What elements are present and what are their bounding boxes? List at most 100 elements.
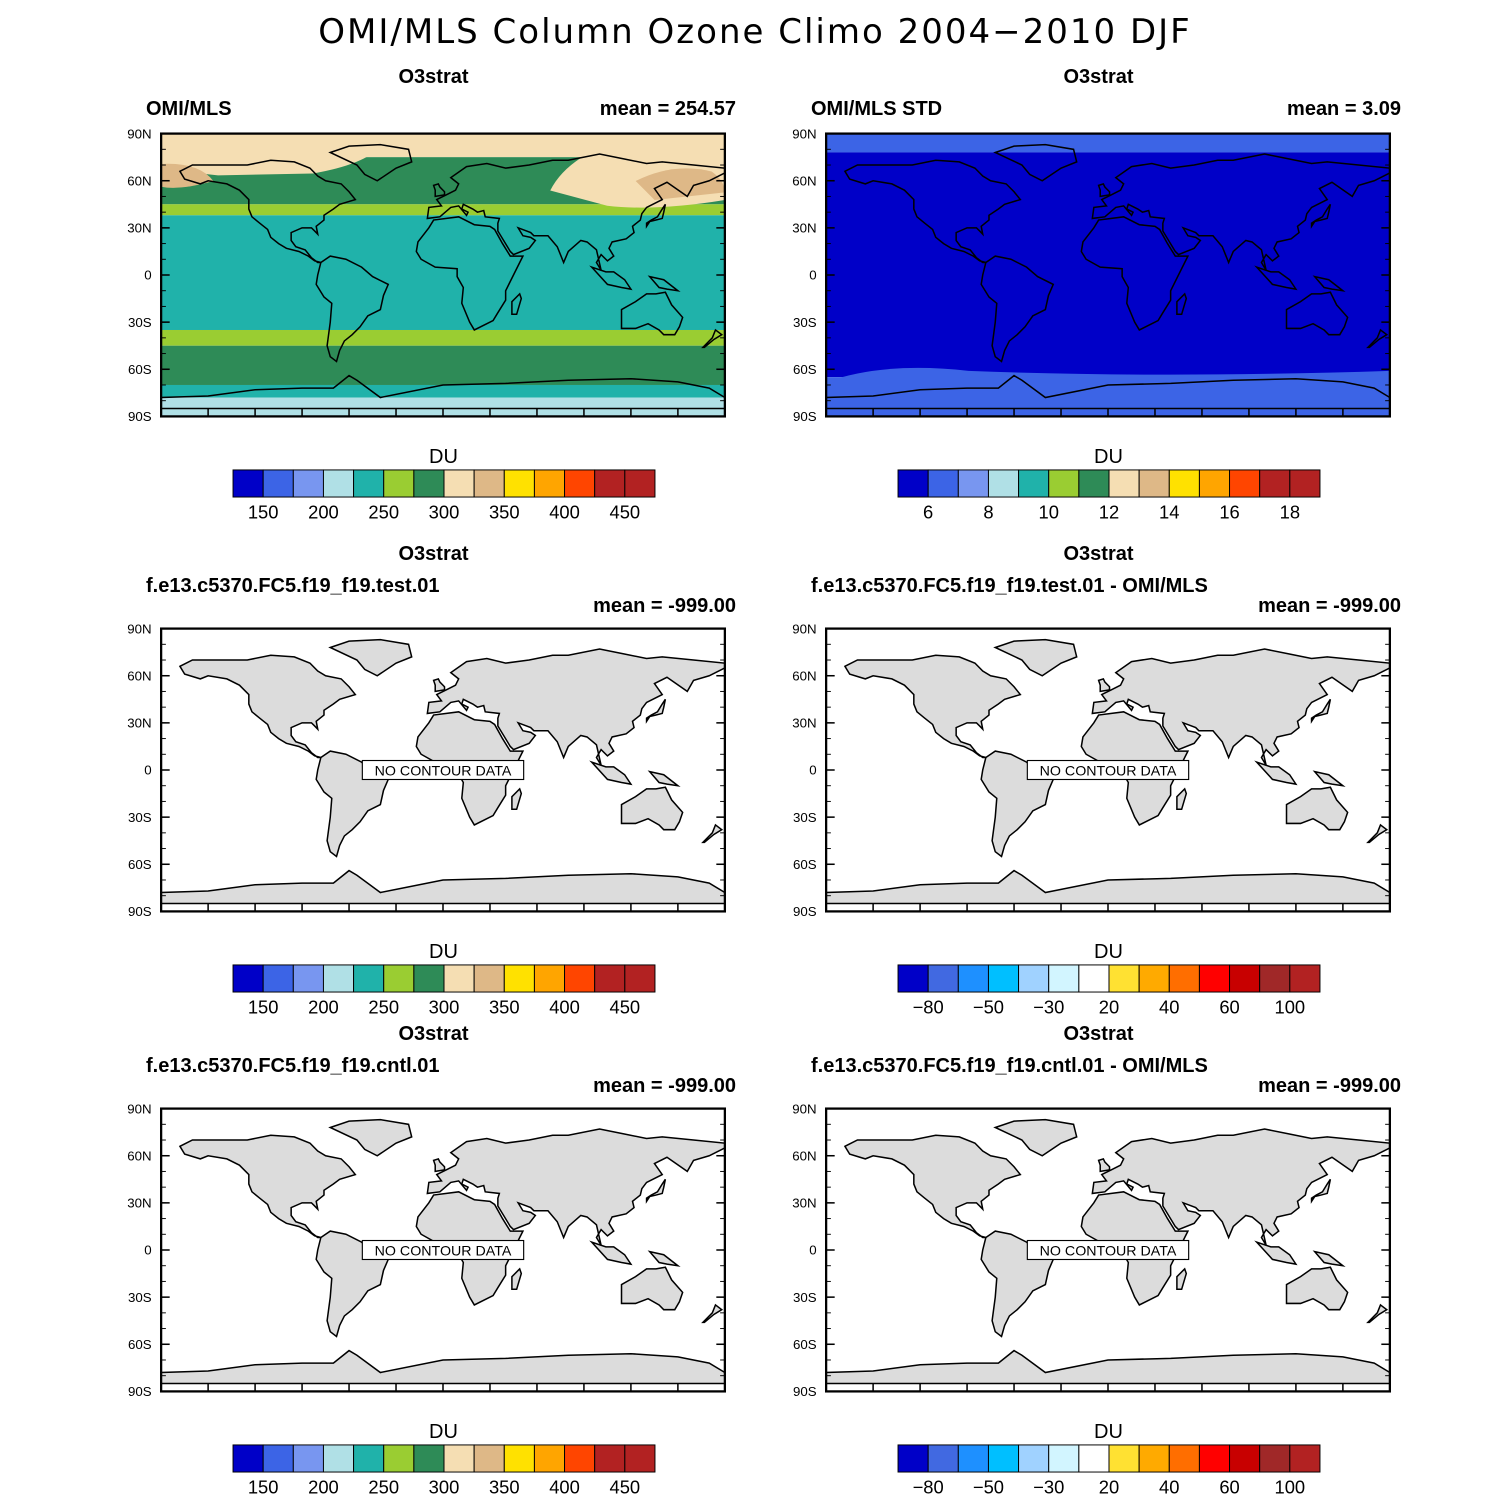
land-japan [645,698,667,724]
coastline-madagascar [511,292,523,316]
colorbar-tick-label: 8 [983,501,993,522]
colorbar-unit-label: DU [429,1421,458,1443]
land-north-america [178,1134,357,1239]
colorbar-swatch [533,964,566,993]
land-greenland [328,638,413,677]
land-australia [620,1266,684,1311]
ytick-label: 60S [128,1337,152,1352]
colorbar-swatch [443,964,475,993]
colorbar-swatch [232,469,264,498]
land-new-guinea [647,1250,681,1267]
ytick-label: 60N [127,668,151,683]
colorbar-tick-label: 100 [1274,996,1305,1017]
ytick-label: 90S [128,1384,152,1399]
panel-title: O3strat [398,543,469,565]
colorbar-swatch [1078,469,1110,498]
colorbar-swatch [413,1444,445,1473]
colorbar-tick-label: 150 [248,996,279,1017]
colorbar-swatch [292,1444,324,1473]
colorbar-layer: −80 −50 −30 20 40 60 100 [897,1444,1321,1497]
map-layer: NO CONTOUR DATA 90N 60N 30N 0 30S 60S 90S [792,621,1392,919]
colorbar-swatch [987,469,1020,498]
ytick-label: 90N [127,126,151,141]
coastline-north-america [843,159,1022,264]
colorbar-tick-label: 60 [1219,996,1239,1017]
panel-bottom-right: O3strat f.e13.c5370.FC5.f19_f19.cntl.01 … [792,1023,1510,1497]
ytick-label: 60S [793,1337,817,1352]
coastline-africa [415,216,525,331]
land-new-zealand [701,1303,724,1324]
land-indonesia [1254,760,1298,786]
colorbar-tick-label: −80 [913,996,944,1017]
coastline-australia [620,291,684,336]
colorbar-swatch [1138,964,1170,993]
no-data-label: NO CONTOUR DATA [1040,1244,1177,1260]
colorbar-tick-label: 450 [609,1476,640,1497]
land-australia [620,786,684,831]
colorbar-unit-label: DU [1094,941,1123,963]
colorbar-swatch [957,469,989,498]
contour-region [161,163,214,188]
ytick-label: 90N [792,621,816,636]
ytick-label: 90S [793,409,817,424]
colorbar-tick-label: 350 [489,1476,520,1497]
colorbar-layer: −80 −50 −30 20 40 60 100 [897,964,1321,1017]
map-layer: 90N 60N 30N 0 30S 60S 90S [792,126,1392,424]
map-plot: NO CONTOUR DATA 90N 60N 30N 0 30S 60S 90S [127,621,727,919]
map-layer: NO CONTOUR DATA 90N 60N 30N 0 30S 60S 90S [127,1101,727,1399]
colorbar-swatch [473,964,505,993]
land-eurasia [426,648,726,766]
colorbar-tick-label: 200 [308,1476,339,1497]
coastline-new-zealand [701,328,724,349]
colorbar-swatch [443,469,475,498]
coastline-south-america [980,255,1055,363]
colorbar-tick-label: −80 [913,1476,944,1497]
colorbar-tick-label: 400 [549,1476,580,1497]
colorbar-tick-label: 6 [923,501,933,522]
land-japan [1310,1178,1332,1204]
ytick-label: 30S [793,315,817,330]
colorbar-swatch [503,964,535,993]
colorbar-swatch [1229,469,1261,498]
colorbar-tick-label: 250 [368,501,399,522]
land-new-guinea [1312,770,1346,787]
ytick-label: 0 [144,268,151,283]
colorbar-swatch [624,469,656,498]
panel-left-label: OMI/MLS [146,98,232,120]
colorbar-tick-label: −50 [973,1476,1004,1497]
map-plot: 90N 60N 30N 0 30S 60S 90S [792,126,1392,424]
colorbar-tick-label: 20 [1099,1476,1119,1497]
colorbar-swatch [262,964,294,993]
colorbar-swatch [353,469,385,498]
colorbar-tick-label: 150 [248,1476,279,1497]
map-layer: NO CONTOUR DATA 90N 60N 30N 0 30S 60S 90S [792,1101,1392,1399]
land-madagascar [1176,1267,1188,1291]
land-uk [1097,677,1111,693]
ytick-label: 90S [793,904,817,919]
ytick-label: 60N [792,668,816,683]
ytick-label: 90N [792,1101,816,1116]
colorbar-tick-label: 300 [429,501,460,522]
colorbar-swatch [413,964,445,993]
coastline-uk [1097,182,1111,198]
panel-left-label: OMI/MLS STD [811,98,943,120]
colorbar-swatch [1259,1444,1291,1473]
colorbar-swatch [594,964,626,993]
colorbar-swatch [1168,469,1200,498]
colorbar-swatch [1229,964,1261,993]
ytick-label: 0 [144,763,151,778]
land-new-zealand [701,823,724,844]
land-madagascar [511,787,523,811]
ytick-label: 0 [144,1243,151,1258]
colorbar: −80 −50 −30 20 40 60 100 [897,964,1321,1017]
colorbar-swatch [564,964,596,993]
ytick-label: 60N [792,173,816,188]
panel-title: O3strat [398,66,469,88]
ytick-label: 60N [792,1148,816,1163]
ytick-label: 60S [128,362,152,377]
colorbar-swatch [1018,469,1050,498]
land-uk [432,677,446,693]
colorbar-swatch [232,1444,264,1473]
ytick-label: 30S [793,1290,817,1305]
colorbar-swatch [322,469,355,498]
